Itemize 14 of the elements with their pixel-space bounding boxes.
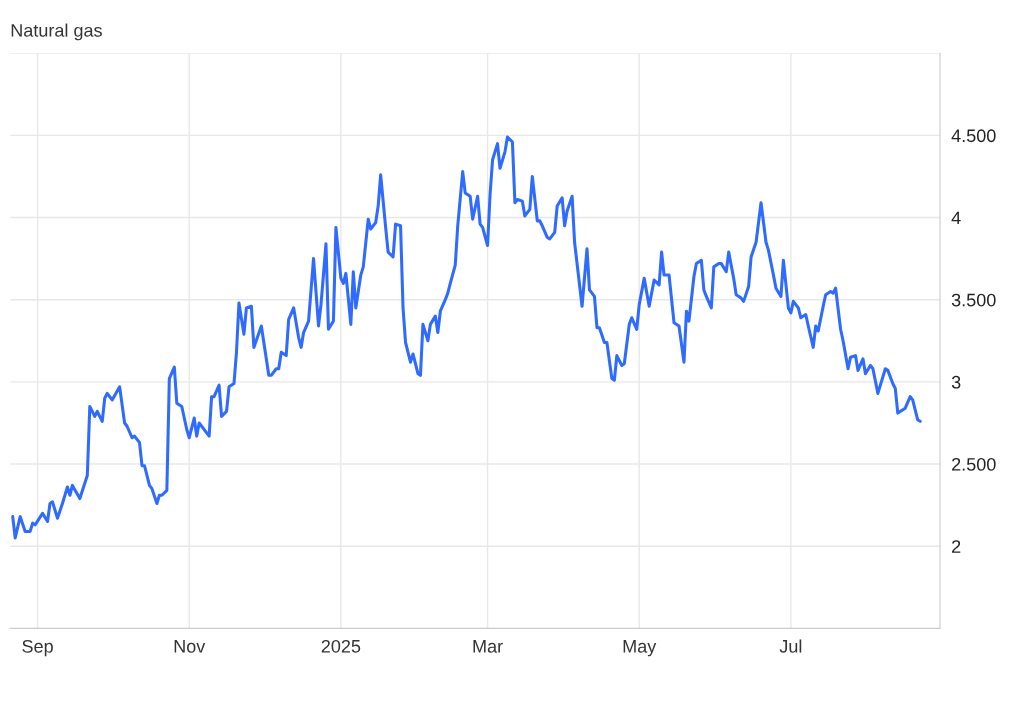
y-tick-label: 2.500 [952, 457, 996, 471]
x-tick-label: Jul [779, 639, 802, 653]
x-tick-label: Sep [22, 639, 53, 657]
y-tick-label: 2 [952, 540, 961, 553]
y-tick-label: 4.500 [951, 129, 996, 143]
y-tick-label: 4 [951, 211, 961, 225]
line-series [11, 135, 922, 540]
x-tick-label: Mar [473, 640, 503, 653]
y-tick-label: 3 [951, 375, 961, 389]
chart-title: Natural gas [11, 23, 102, 41]
y-tick-label: 3.500 [951, 293, 996, 307]
x-tick-label: Nov [174, 640, 206, 653]
x-tick-label: 2025 [321, 639, 361, 653]
x-tick-label: May [623, 640, 657, 657]
